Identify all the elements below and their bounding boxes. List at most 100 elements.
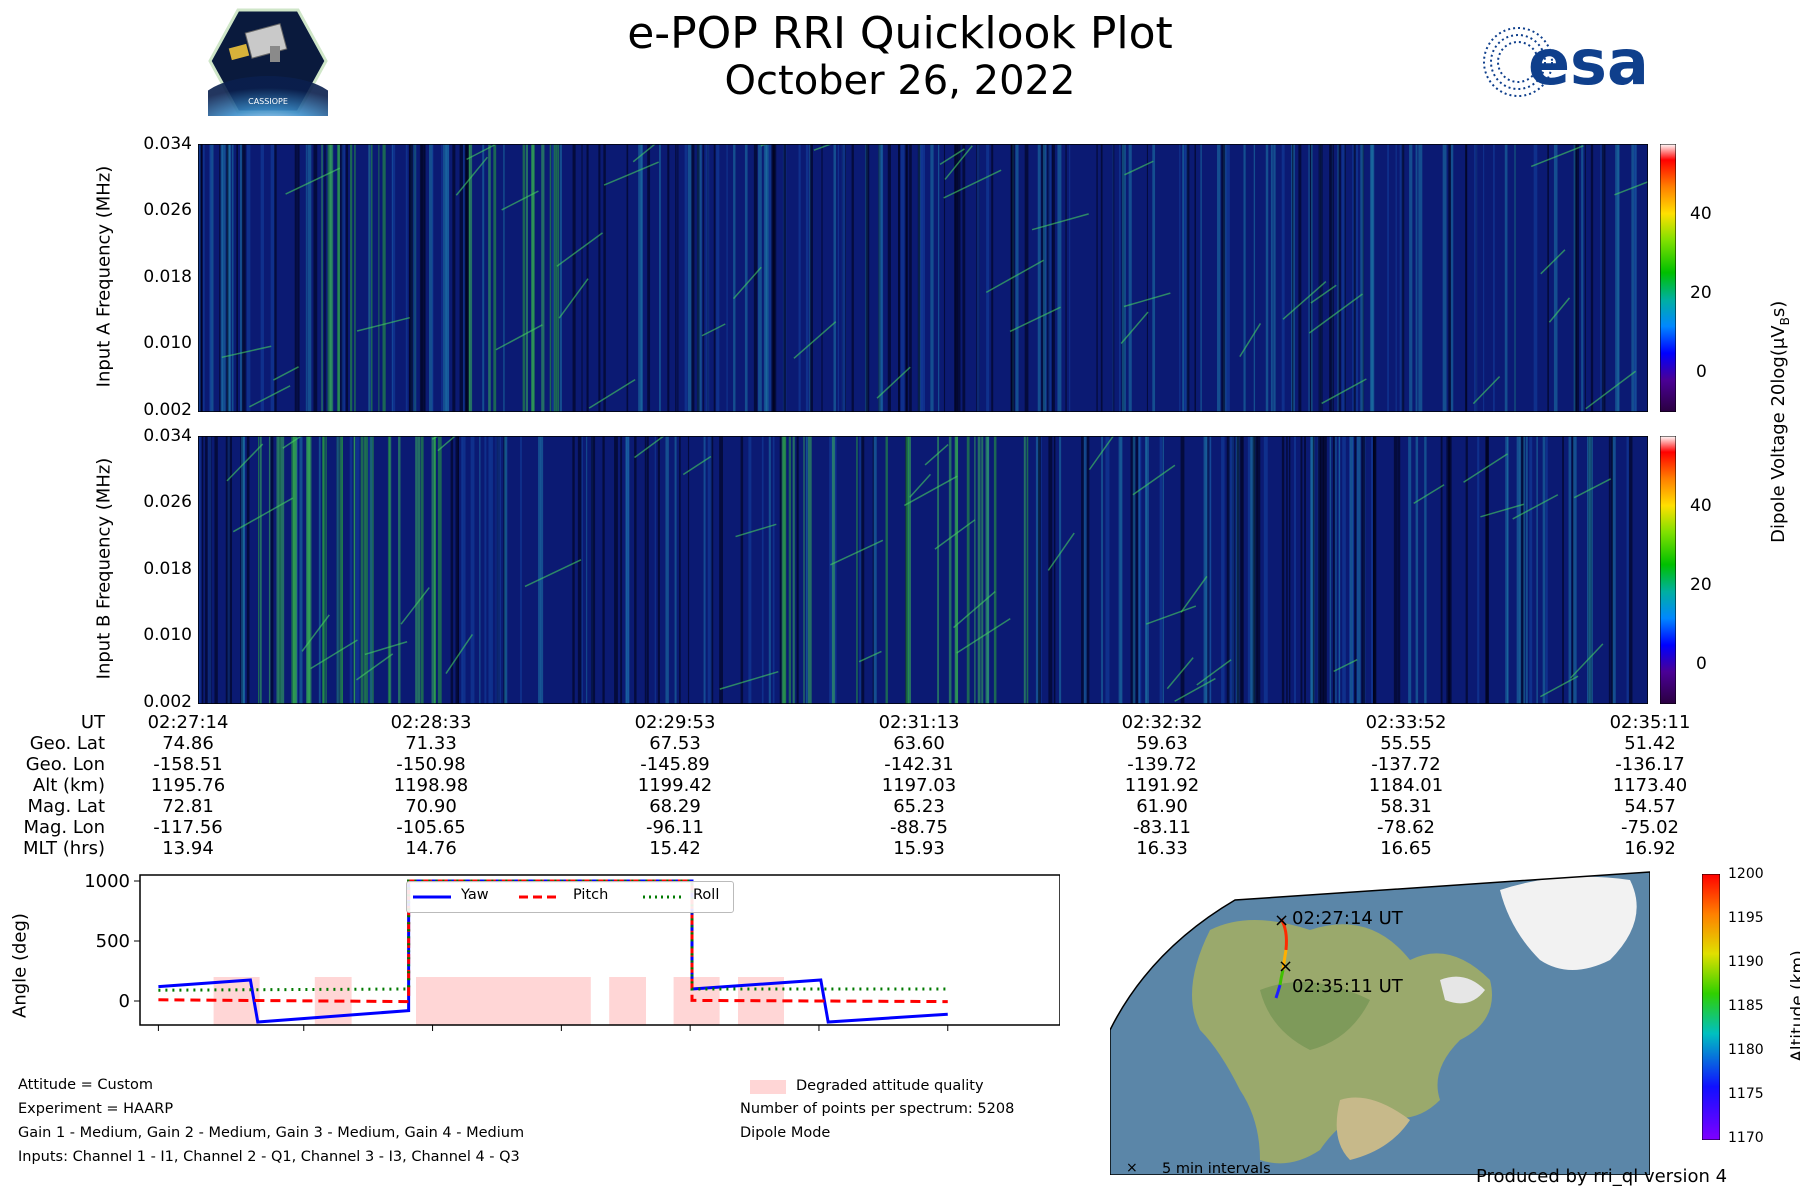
- ephemeris-cell: -105.65: [396, 817, 466, 838]
- esa-logo: esa: [1483, 26, 1649, 99]
- ephemeris-cell: 02:29:53: [634, 712, 716, 733]
- ephemeris-cell: 1191.92: [1124, 775, 1200, 796]
- spectrogram-a-ytick: 0.010: [143, 333, 192, 353]
- spectrogram-b-ylabel: Input B Frequency (MHz): [93, 457, 115, 680]
- map-start-label: 02:27:14 UT: [1292, 908, 1404, 929]
- note-mode: Dipole Mode: [740, 1125, 831, 1141]
- attitude-xtick: 02:31:13: [521, 1037, 602, 1040]
- ephemeris-cell: 68.29: [649, 796, 701, 817]
- ephemeris-cell: 02:28:33: [390, 712, 472, 733]
- spectrogram-a-texture: [198, 144, 1648, 412]
- ephemeris-row-label: Geo. Lat: [29, 733, 105, 754]
- ephemeris-cell: 16.92: [1624, 838, 1676, 859]
- altitude-tick: 1175: [1728, 1086, 1764, 1102]
- ephemeris-cell: 70.90: [405, 796, 457, 817]
- note-attitude: Attitude = Custom: [18, 1077, 153, 1093]
- ephemeris-cell: 02:33:52: [1365, 712, 1447, 733]
- legend-yaw-label: Yaw: [461, 887, 489, 903]
- ephemeris-row-label: Alt (km): [32, 775, 105, 796]
- colorbar-b-tick: 40: [1690, 496, 1712, 516]
- ephemeris-cell: -137.72: [1371, 754, 1441, 775]
- altitude-tick: 1170: [1728, 1130, 1764, 1146]
- attitude-chart: 1000 500 0 02:27:14 02:28:33 02:29:53 02:31:13…: [84, 871, 1060, 1040]
- attitude-xtick: 02:35:11: [907, 1037, 988, 1040]
- spectrogram-a-ytick: 0.026: [143, 200, 192, 220]
- attitude-ytick: 1000: [84, 871, 130, 892]
- ephemeris-cell: 02:35:11: [1609, 712, 1691, 733]
- altitude-tick: 1190: [1728, 954, 1764, 970]
- ephemeris-cell: -136.17: [1615, 754, 1685, 775]
- attitude-ytick: 0: [119, 991, 130, 1012]
- note-experiment: Experiment = HAARP: [18, 1101, 174, 1117]
- colorbar-label: Dipole Voltage 20log(μVBs): [1768, 300, 1792, 543]
- svg-text:×: ×: [1274, 910, 1289, 931]
- spectrogram-b-ytick: 0.034: [143, 426, 192, 446]
- map-end-label: 02:35:11 UT: [1292, 976, 1404, 997]
- attitude-series-roll: [158, 879, 948, 992]
- attitude-xtick: 02:33:52: [779, 1037, 860, 1040]
- legend-roll-label: Roll: [693, 887, 720, 903]
- ephemeris-cell: -96.11: [645, 817, 705, 838]
- cassiope-logo: CASSIOPE: [208, 8, 328, 116]
- ephemeris-cell: 51.42: [1624, 733, 1676, 754]
- attitude-xtick: 02:27:14: [118, 1037, 199, 1040]
- attitude-plot-frame: [139, 874, 1060, 1026]
- ephemeris-cell: 61.90: [1136, 796, 1188, 817]
- ephemeris-cell: 1195.76: [150, 775, 226, 796]
- degraded-label: Degraded attitude quality: [796, 1078, 984, 1094]
- ephemeris-cell: -88.75: [889, 817, 949, 838]
- spectrogram-b-texture: [198, 436, 1633, 704]
- degraded-interval: [609, 977, 646, 1025]
- spectrogram-a: [198, 144, 1648, 412]
- legend-pitch-label: Pitch: [573, 887, 609, 903]
- degraded-interval: [416, 977, 591, 1025]
- colorbar-a-tick: 0: [1696, 362, 1707, 382]
- legend-yaw-swatch: [413, 895, 451, 899]
- ephemeris-cell: 71.33: [405, 733, 457, 754]
- cassiope-logo-text: CASSIOPE: [248, 97, 288, 106]
- spectrogram-a-ylabel: Input A Frequency (MHz): [93, 165, 115, 388]
- ephemeris-cell: 15.93: [893, 838, 945, 859]
- spectrogram-a-ytick: 0.018: [143, 267, 192, 287]
- note-points: Number of points per spectrum: 5208: [740, 1101, 1015, 1117]
- ephemeris-cell: -142.31: [884, 754, 954, 775]
- ephemeris-cell: 65.23: [893, 796, 945, 817]
- degraded-interval: [673, 977, 720, 1025]
- spectrogram-b-ytick: 0.002: [143, 692, 192, 712]
- ephemeris-cell: -139.72: [1127, 754, 1197, 775]
- ephemeris-row-label: Mag. Lat: [27, 796, 105, 817]
- note-gains: Gain 1 - Medium, Gain 2 - Medium, Gain 3…: [18, 1125, 525, 1141]
- ephemeris-cell: 72.81: [162, 796, 214, 817]
- ephemeris-cell: 15.42: [649, 838, 701, 859]
- colorbar-a-tick: 20: [1690, 283, 1712, 303]
- ephemeris-cell: 1198.98: [393, 775, 469, 796]
- altitude-tick: 1200: [1728, 866, 1764, 882]
- ephemeris-cell: 16.65: [1380, 838, 1432, 859]
- ephemeris-cell: -75.02: [1620, 817, 1680, 838]
- attitude-xtick: 02:32:32: [650, 1037, 731, 1040]
- attitude-ylabel: Angle (deg): [9, 913, 31, 1018]
- legend-pitch-swatch: [519, 895, 557, 899]
- produced-by: Produced by rri_ql version 4: [1476, 1166, 1728, 1187]
- attitude-xtick: 02:29:53: [392, 1037, 473, 1040]
- ephemeris-cell: 16.33: [1136, 838, 1188, 859]
- colorbar-b-tick: 20: [1690, 575, 1712, 595]
- plot-date: October 26, 2022: [724, 58, 1076, 104]
- ephemeris-cell: 63.60: [893, 733, 945, 754]
- ephemeris-cell: 59.63: [1136, 733, 1188, 754]
- ephemeris-row-label: Mag. Lon: [23, 817, 105, 838]
- svg-text:×: ×: [1278, 956, 1293, 977]
- ephemeris-cell: -78.62: [1376, 817, 1436, 838]
- spectrogram-b-ytick: 0.018: [143, 559, 192, 579]
- ephemeris-cell: 13.94: [162, 838, 214, 859]
- ephemeris-cell: 74.86: [162, 733, 214, 754]
- altitude-tick: 1185: [1728, 998, 1764, 1014]
- ephemeris-cell: 1184.01: [1368, 775, 1444, 796]
- map-marker-legend-icon: ×: [1126, 1160, 1138, 1176]
- ephemeris-cell: -150.98: [396, 754, 466, 775]
- ephemeris-cell: -117.56: [153, 817, 223, 838]
- ephemeris-cell: -158.51: [153, 754, 223, 775]
- ephemeris-cell: 1199.42: [637, 775, 713, 796]
- ephemeris-cell: 67.53: [649, 733, 701, 754]
- altitude-colorbar: [1702, 874, 1720, 1140]
